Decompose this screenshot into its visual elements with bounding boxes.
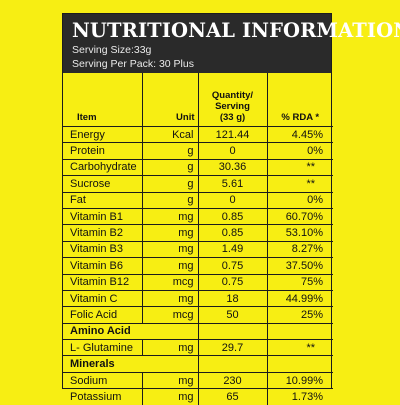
table-row: Vitamin B1 mg 0.85 60.70%: [63, 207, 333, 225]
table-row: Carbohydrate g 30.36 **: [63, 158, 333, 176]
section-heading-row: Minerals: [63, 355, 333, 373]
cell-qty: 121.44: [197, 125, 267, 143]
cell-rda: 25%: [266, 306, 333, 324]
cell-unit: mg: [141, 339, 198, 356]
qty-header-line2: Serving: [215, 101, 250, 112]
cell-qty: 5.61: [197, 175, 267, 193]
cell-rda: **: [266, 175, 333, 193]
cell-qty: 0.85: [197, 207, 267, 225]
cell-unit: g: [141, 142, 198, 160]
cell-rda: 0%: [266, 191, 333, 209]
nutrition-panel: NUTRITIONAL INFORMATION Serving Size:33g…: [62, 13, 400, 405]
table-row: Vitamin B2 mg 0.85 53.10%: [63, 224, 333, 242]
cell-item: Protein: [63, 142, 142, 160]
table-row: Energy Kcal 121.44 4.45%: [63, 125, 333, 143]
section-empty-cell: [266, 355, 333, 373]
table-header-row: Item Unit Quantity/ Serving (33 g) % RDA…: [63, 73, 333, 127]
cell-item: Vitamin B3: [63, 240, 142, 258]
cell-rda: 10.99%: [266, 371, 333, 389]
cell-rda: 44.99%: [266, 289, 333, 307]
section-empty-cell: [197, 355, 267, 373]
cell-unit: g: [141, 175, 198, 193]
cell-unit: g: [141, 191, 198, 209]
cell-rda: 53.10%: [266, 224, 333, 242]
cell-qty: 0: [197, 191, 267, 209]
table-row: Vitamin B3 mg 1.49 8.27%: [63, 240, 333, 258]
qty-header-line3: (33 g): [219, 112, 246, 123]
table-body: Energy Kcal 121.44 4.45% Protein g 0 0% Carbohyd…: [63, 125, 333, 405]
table-row: Vitamin B12 mcg 0.75 75%: [63, 273, 333, 291]
cell-unit: g: [141, 158, 198, 176]
cell-rda: 8.27%: [266, 240, 333, 258]
section-empty-cell: [197, 322, 267, 340]
table-row: Sodium mg 230 10.99%: [63, 371, 333, 389]
section-heading: Minerals: [63, 355, 198, 373]
cell-rda: **: [266, 339, 333, 356]
panel-header: NUTRITIONAL INFORMATION Serving Size:33g…: [63, 14, 400, 73]
table-row: Folic Acid mcg 50 25%: [63, 306, 333, 324]
cell-rda: 1.73%: [266, 388, 333, 405]
cell-item: Vitamin B12: [63, 273, 142, 291]
cell-qty: 18: [197, 289, 267, 307]
table-row: Fat g 0 0%: [63, 191, 333, 209]
cell-qty: 230: [197, 371, 267, 389]
cell-item: Fat: [63, 191, 142, 209]
cell-qty: 0.75: [197, 257, 267, 275]
cell-rda: 75%: [266, 273, 333, 291]
cell-qty: 50: [197, 306, 267, 324]
cell-item: Carbohydrate: [63, 158, 142, 176]
cell-rda: 4.45%: [266, 125, 333, 143]
cell-item: Sodium: [63, 371, 142, 389]
table-row: Potassium mg 65 1.73%: [63, 388, 333, 405]
cell-unit: mcg: [141, 306, 198, 324]
cell-item: Sucrose: [63, 175, 142, 193]
cell-qty: 0: [197, 142, 267, 160]
column-header-rda: % RDA *: [266, 73, 333, 127]
cell-unit: mg: [141, 240, 198, 258]
column-header-quantity: Quantity/ Serving (33 g): [197, 73, 267, 127]
section-heading: Amino Acid: [63, 322, 198, 340]
cell-unit: mg: [141, 371, 198, 389]
qty-header-line1: Quantity/: [211, 90, 254, 101]
cell-item: Vitamin B6: [63, 257, 142, 275]
table-row: Vitamin B6 mg 0.75 37.50%: [63, 257, 333, 275]
column-header-unit: Unit: [141, 73, 198, 127]
cell-unit: mg: [141, 224, 198, 242]
section-empty-cell: [266, 322, 333, 340]
cell-item: Folic Acid: [63, 306, 142, 324]
cell-unit: mg: [141, 289, 198, 307]
nutrition-table: Item Unit Quantity/ Serving (33 g) % RDA…: [63, 73, 333, 405]
table-row: Sucrose g 5.61 **: [63, 175, 333, 193]
cell-unit: mcg: [141, 273, 198, 291]
cell-unit: mg: [141, 257, 198, 275]
cell-item: Potassium: [63, 388, 142, 405]
cell-qty: 30.36: [197, 158, 267, 176]
section-heading-row: Amino Acid: [63, 322, 333, 340]
table-row: L- Glutamine mg 29.7 **: [63, 339, 333, 356]
serving-per-pack: Serving Per Pack: 30 Plus: [72, 58, 194, 70]
cell-rda: 60.70%: [266, 207, 333, 225]
cell-qty: 0.75: [197, 273, 267, 291]
table-row: Protein g 0 0%: [63, 142, 333, 160]
cell-unit: mg: [141, 207, 198, 225]
cell-item: Vitamin B2: [63, 224, 142, 242]
cell-item: Vitamin C: [63, 289, 142, 307]
cell-rda: **: [266, 158, 333, 176]
cell-qty: 0.85: [197, 224, 267, 242]
cell-item: Energy: [63, 125, 142, 143]
cell-item: Vitamin B1: [63, 207, 142, 225]
cell-rda: 37.50%: [266, 257, 333, 275]
cell-item: L- Glutamine: [63, 339, 142, 356]
serving-size: Serving Size:33g: [72, 44, 152, 56]
panel-title: NUTRITIONAL INFORMATION: [72, 19, 400, 42]
cell-rda: 0%: [266, 142, 333, 160]
cell-qty: 1.49: [197, 240, 267, 258]
cell-unit: mg: [141, 388, 198, 405]
cell-unit: Kcal: [141, 125, 198, 143]
cell-qty: 29.7: [197, 339, 267, 356]
cell-qty: 65: [197, 388, 267, 405]
column-header-item: Item: [77, 112, 97, 123]
